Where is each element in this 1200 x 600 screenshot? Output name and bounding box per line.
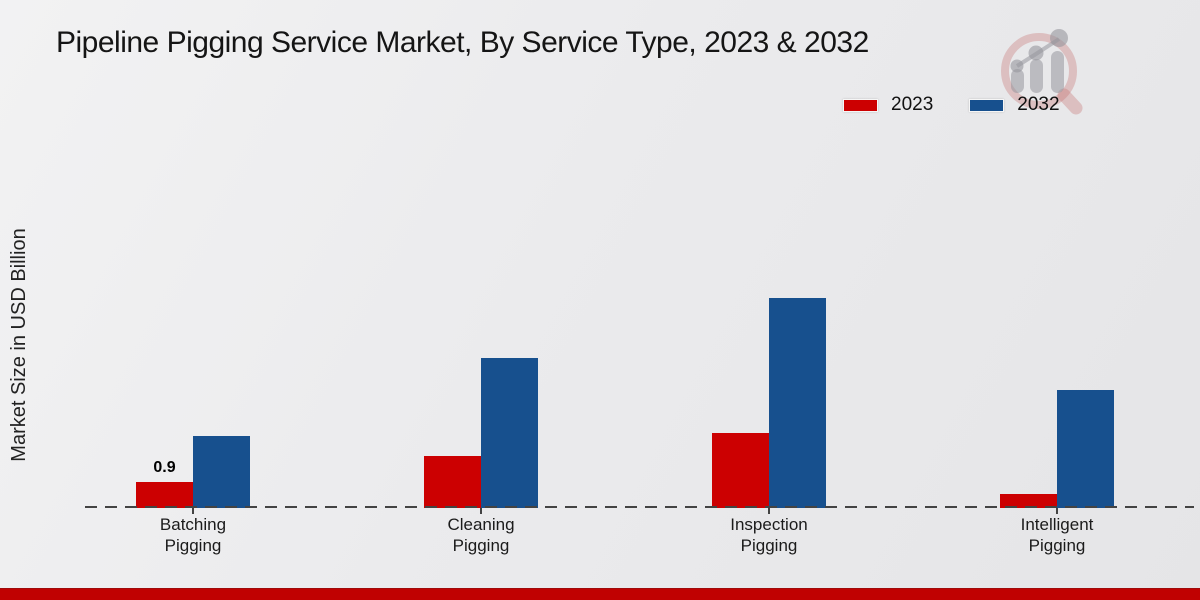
footer-accent-bar <box>0 588 1200 600</box>
bar-2032-batching-pigging <box>193 436 250 508</box>
x-axis-tick <box>768 508 770 514</box>
magnifier-bar-chart-logo-icon <box>1001 29 1083 115</box>
legend-label: 2032 <box>1017 94 1060 115</box>
bar-2023-batching-pigging <box>136 482 193 508</box>
legend-item-2032: 2032 <box>969 94 1060 116</box>
category-label-batching-pigging: Batching Pigging <box>159 515 227 555</box>
category-label-inspection-pigging: Inspection Pigging <box>730 515 808 555</box>
category-label-cleaning-pigging: Cleaning Pigging <box>447 515 515 555</box>
x-axis-baseline <box>85 506 1194 508</box>
chart-title: Pipeline Pigging Service Market, By Serv… <box>56 26 869 59</box>
bar-2023-intelligent-pigging <box>1000 494 1057 508</box>
legend-swatch-2023 <box>843 98 878 112</box>
bar-2032-cleaning-pigging <box>481 358 538 508</box>
legend: 2023 2032 <box>843 94 1060 116</box>
legend-swatch-2032 <box>969 98 1005 112</box>
x-axis-tick <box>480 508 482 514</box>
category-label-intelligent-pigging: Intelligent Pigging <box>1020 515 1094 555</box>
legend-item-2023: 2023 <box>843 94 933 116</box>
bar-2023-cleaning-pigging <box>424 456 481 508</box>
bar-value-label: 0.9 <box>153 459 176 476</box>
bar-2023-inspection-pigging <box>712 433 769 508</box>
x-axis-tick <box>192 508 194 514</box>
y-axis-label: Market Size in USD Billion <box>8 228 30 462</box>
legend-label: 2023 <box>891 94 934 115</box>
bar-2032-intelligent-pigging <box>1057 390 1114 508</box>
x-axis-tick <box>1056 508 1058 514</box>
bar-2032-inspection-pigging <box>769 298 826 508</box>
